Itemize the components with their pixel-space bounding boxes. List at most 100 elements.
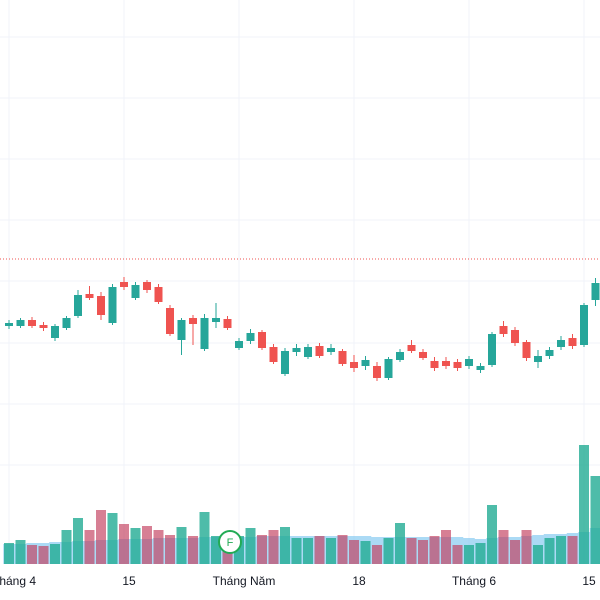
candle-body xyxy=(5,323,13,326)
candle-body xyxy=(177,320,186,340)
x-tick-label: Tháng 6 xyxy=(452,574,496,588)
volume-bar xyxy=(199,512,210,564)
event-text[interactable]: F xyxy=(227,537,234,549)
volume-bar xyxy=(590,476,600,564)
volume-bar xyxy=(556,536,566,564)
candle-body xyxy=(430,361,439,368)
volume-bar xyxy=(245,528,256,564)
candle-body xyxy=(131,285,140,298)
x-tick-label: Tháng Năm xyxy=(213,574,276,588)
candle-body xyxy=(557,340,565,347)
candle-body xyxy=(327,348,335,352)
volume-bar xyxy=(257,535,267,564)
volume-bar xyxy=(372,545,382,564)
candle-body xyxy=(85,294,94,298)
volume-bar xyxy=(567,536,578,564)
candle-body xyxy=(212,318,220,322)
volume-bar xyxy=(188,536,198,564)
volume-bar xyxy=(73,518,83,564)
candle-body xyxy=(74,295,82,316)
candle-body xyxy=(488,334,496,365)
candle-body xyxy=(269,347,278,362)
volume-bar xyxy=(165,535,175,564)
candle-body xyxy=(143,282,151,290)
candle-body xyxy=(315,346,324,356)
candle-body xyxy=(338,351,347,364)
candle-body xyxy=(442,361,450,366)
candle-body xyxy=(545,350,554,356)
volume-pane xyxy=(3,445,600,564)
volume-bar xyxy=(119,524,129,564)
volume-bar xyxy=(176,527,187,564)
volume-bar xyxy=(418,540,428,564)
candle-body xyxy=(361,360,370,366)
grid xyxy=(0,0,600,564)
candle-body xyxy=(568,338,577,346)
candle-body xyxy=(580,305,588,345)
volume-bar xyxy=(107,513,118,564)
volume-bar xyxy=(383,538,394,564)
volume-bar xyxy=(579,445,589,564)
volume-bar xyxy=(314,536,325,564)
candle-body xyxy=(189,318,197,324)
volume-bar xyxy=(510,540,520,564)
volume-bar xyxy=(487,505,497,564)
volume-bar xyxy=(395,523,405,564)
volume-bar xyxy=(38,546,49,564)
volume-bar xyxy=(406,538,417,564)
volume-bar xyxy=(153,530,164,564)
candle-body xyxy=(292,348,301,352)
price-pane xyxy=(0,258,600,381)
volume-bar xyxy=(50,544,60,564)
candle-body xyxy=(384,359,393,378)
volume-bar xyxy=(452,545,463,564)
candle-body xyxy=(534,356,542,362)
x-tick-label: Tháng 4 xyxy=(0,574,36,588)
volume-bar xyxy=(15,540,26,564)
volume-bar xyxy=(280,527,290,564)
volume-bar xyxy=(544,538,555,564)
volume-bar xyxy=(349,540,359,564)
volume-bar xyxy=(27,545,37,564)
candle-body xyxy=(28,320,36,326)
volume-bar xyxy=(337,535,348,564)
candle-body xyxy=(407,345,416,351)
x-tick-label: 15 xyxy=(122,574,136,588)
volume-bar xyxy=(475,543,486,564)
candle-body xyxy=(350,362,358,368)
volume-bar xyxy=(533,545,543,564)
x-tick-label: 18 xyxy=(352,574,366,588)
candle-body xyxy=(166,308,174,334)
candle-body xyxy=(396,352,404,360)
volume-bar xyxy=(130,528,141,564)
candle-body xyxy=(16,320,25,326)
x-tick-label: 15 xyxy=(582,574,596,588)
candle-body xyxy=(591,283,600,300)
candle-body xyxy=(39,325,48,328)
candle-body xyxy=(120,282,128,287)
volume-bar xyxy=(441,530,451,564)
event-circle[interactable] xyxy=(218,530,242,554)
event-marker[interactable]: F xyxy=(218,530,242,554)
candle-body xyxy=(62,318,71,328)
volume-bar xyxy=(360,541,371,564)
candle-body xyxy=(304,347,312,357)
volume-bar xyxy=(96,510,106,564)
candle-body xyxy=(223,319,232,328)
volume-bar xyxy=(268,530,279,564)
volume-bar xyxy=(84,530,95,564)
candle-body xyxy=(419,352,427,358)
volume-bar xyxy=(464,545,474,564)
candle-body xyxy=(476,366,485,370)
candle-body xyxy=(373,366,381,378)
candle-body xyxy=(200,318,209,349)
candle-body xyxy=(97,296,105,315)
candle-body xyxy=(108,287,117,323)
volume-bar xyxy=(326,538,336,564)
time-axis: Tháng 4 15 Tháng Năm 18 Tháng 6 15 xyxy=(0,574,596,588)
candle-body xyxy=(154,287,163,302)
volume-bar xyxy=(521,530,532,564)
candle-body xyxy=(499,326,508,334)
candle-body xyxy=(511,330,519,343)
